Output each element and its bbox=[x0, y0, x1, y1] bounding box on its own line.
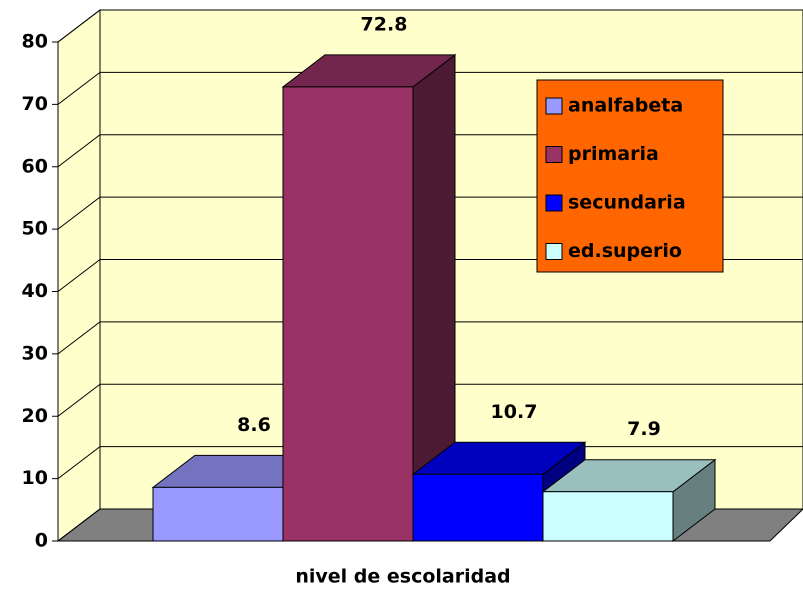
x-axis-label: nivel de escolaridad bbox=[295, 566, 510, 588]
bar bbox=[152, 486, 284, 542]
y-tick-label: 70 bbox=[22, 93, 48, 115]
legend bbox=[536, 79, 724, 273]
y-tick-label: 30 bbox=[22, 342, 48, 364]
legend-swatch bbox=[545, 243, 563, 260]
bar bbox=[282, 86, 414, 542]
legend-swatch bbox=[545, 146, 563, 163]
grid-line bbox=[57, 383, 803, 417]
y-tick-label: 10 bbox=[22, 467, 48, 489]
data-label: 10.7 bbox=[491, 401, 538, 423]
bar bbox=[542, 491, 674, 542]
legend-label: primaria bbox=[568, 143, 659, 165]
data-label: 7.9 bbox=[627, 418, 661, 440]
legend-label: ed.superio bbox=[568, 240, 682, 262]
grid-line bbox=[57, 9, 803, 43]
grid-line bbox=[57, 321, 803, 355]
y-tick-label: 80 bbox=[22, 31, 48, 53]
legend-label: analfabeta bbox=[568, 95, 683, 117]
data-label: 8.6 bbox=[237, 414, 271, 436]
y-tick-label: 20 bbox=[22, 405, 48, 427]
legend-swatch bbox=[545, 194, 563, 212]
legend-swatch bbox=[545, 97, 563, 115]
y-tick-label: 40 bbox=[22, 280, 48, 302]
y-tick-label: 50 bbox=[22, 218, 48, 240]
y-tick-label: 60 bbox=[22, 155, 48, 177]
grid-line bbox=[57, 71, 803, 105]
legend-label: secundaria bbox=[568, 192, 686, 214]
y-tick-label: 0 bbox=[35, 530, 48, 552]
data-label: 72.8 bbox=[361, 13, 408, 35]
bar bbox=[412, 473, 544, 542]
